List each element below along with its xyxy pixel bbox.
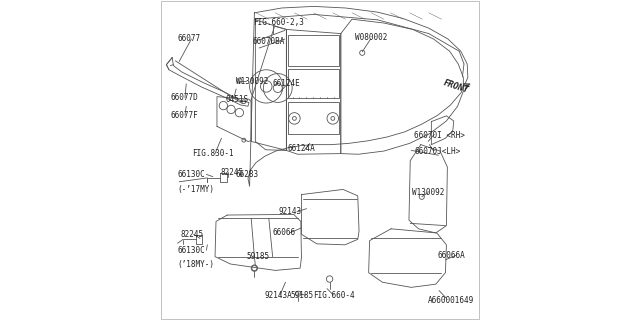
Text: 92143: 92143 bbox=[278, 207, 301, 216]
Text: 66070BA: 66070BA bbox=[253, 37, 285, 46]
Text: (’18MY-): (’18MY-) bbox=[178, 260, 214, 269]
Text: 92143A: 92143A bbox=[265, 292, 292, 300]
Text: 66130C: 66130C bbox=[178, 246, 205, 255]
Text: 82245: 82245 bbox=[220, 168, 243, 177]
Text: 82245: 82245 bbox=[181, 230, 204, 239]
Text: FIG.660-2,3: FIG.660-2,3 bbox=[253, 18, 303, 27]
Text: W130092: W130092 bbox=[236, 77, 269, 86]
Text: 0451S: 0451S bbox=[226, 95, 249, 104]
Text: A660001649: A660001649 bbox=[428, 296, 474, 305]
Text: 59185: 59185 bbox=[246, 252, 269, 261]
Text: 66130C: 66130C bbox=[178, 170, 205, 179]
Text: FIG.830-1: FIG.830-1 bbox=[192, 149, 234, 158]
Text: 66077F: 66077F bbox=[170, 111, 198, 120]
Text: 66283: 66283 bbox=[236, 170, 259, 179]
Text: W130092: W130092 bbox=[412, 188, 445, 197]
Text: FIG.660-4: FIG.660-4 bbox=[313, 292, 355, 300]
Bar bbox=[288, 102, 339, 134]
Text: W080002: W080002 bbox=[355, 33, 387, 42]
Text: 66124A: 66124A bbox=[288, 144, 316, 153]
Text: (-’17MY): (-’17MY) bbox=[178, 185, 214, 194]
Bar bbox=[288, 35, 339, 66]
Text: 59185: 59185 bbox=[291, 292, 314, 300]
Text: 66077D: 66077D bbox=[170, 93, 198, 102]
Text: 66070I <RH>: 66070I <RH> bbox=[415, 131, 465, 140]
Text: 66066: 66066 bbox=[273, 228, 296, 237]
Text: 66077: 66077 bbox=[178, 34, 201, 43]
Bar bbox=[288, 69, 339, 98]
Text: 66070J<LH>: 66070J<LH> bbox=[415, 147, 461, 156]
Text: 66066A: 66066A bbox=[438, 251, 465, 260]
Text: 66124E: 66124E bbox=[273, 79, 300, 88]
Text: FRONT: FRONT bbox=[442, 79, 470, 95]
